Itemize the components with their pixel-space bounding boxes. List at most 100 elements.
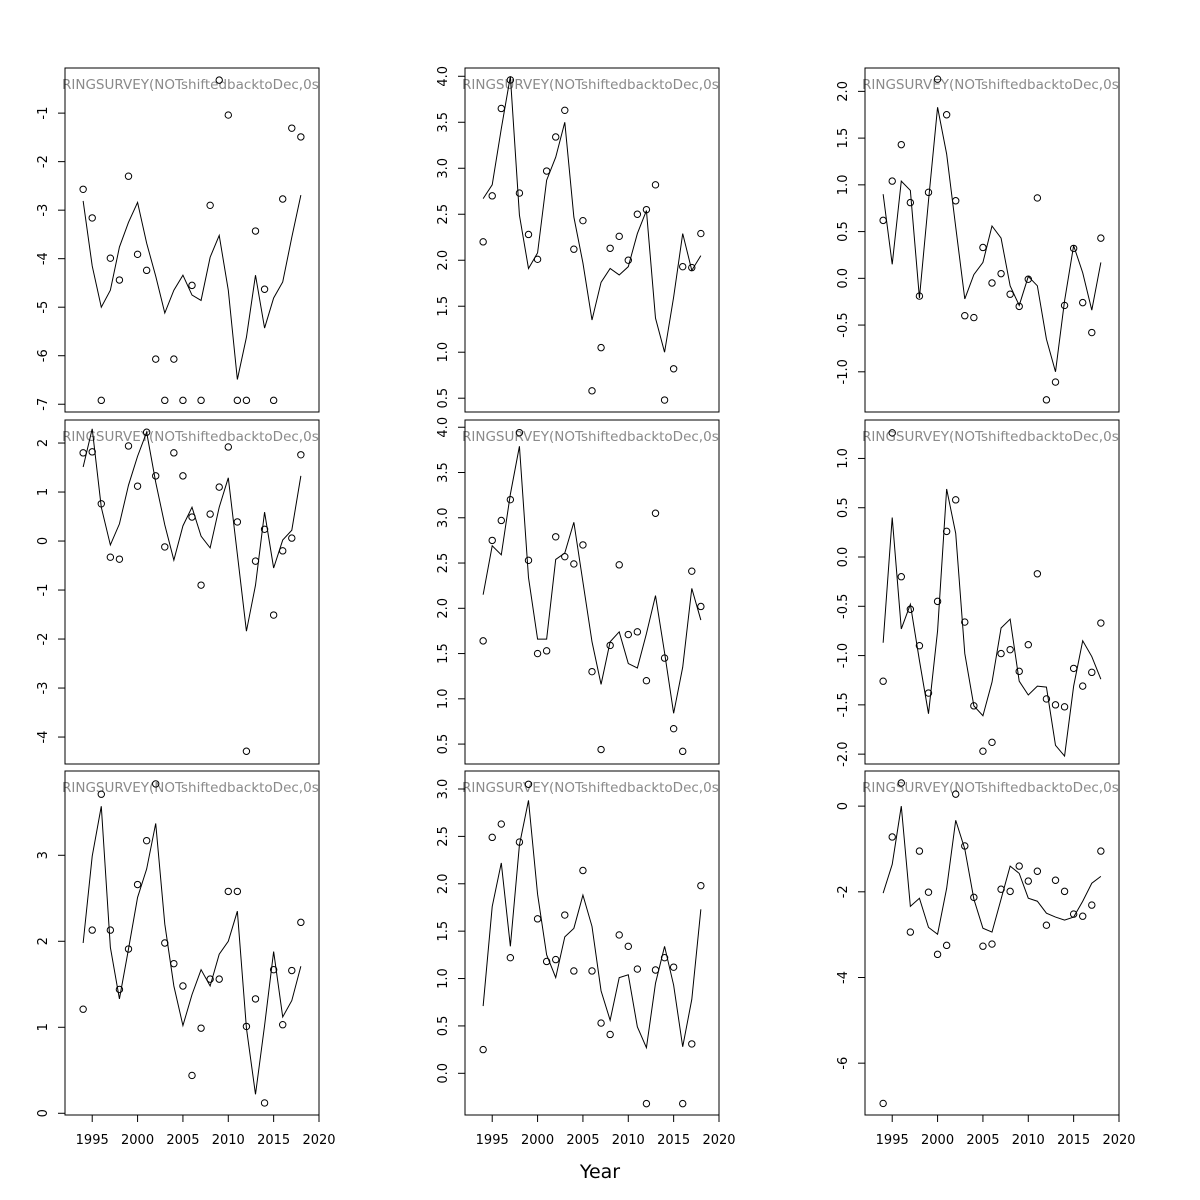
data-point [497, 820, 505, 828]
y-tick-label: 0.5 [836, 497, 851, 518]
data-point [942, 941, 951, 950]
data-point [124, 945, 133, 953]
data-point [215, 975, 223, 983]
data-point [233, 396, 242, 405]
data-point [179, 472, 187, 480]
data-point [570, 560, 578, 568]
data-point [961, 312, 969, 320]
data-point [970, 313, 978, 322]
data-point [597, 1019, 605, 1027]
data-point [606, 1030, 614, 1039]
y-tick-label: 1.0 [836, 175, 851, 196]
data-point [579, 866, 587, 875]
y-tick-label: 1.0 [836, 448, 851, 469]
y-tick-label: 2.5 [436, 553, 451, 574]
data-point [597, 343, 605, 352]
data-point [1006, 290, 1014, 298]
data-point [1015, 862, 1023, 870]
data-point [961, 618, 969, 626]
y-tick-label: 0.5 [836, 221, 851, 242]
data-point [1033, 867, 1042, 875]
data-point [979, 747, 987, 755]
y-tick-label: -0.5 [836, 594, 851, 619]
data-point [79, 449, 87, 457]
y-tick-label: 3.5 [436, 462, 451, 483]
panel: RINGSURVEY(NOTshiftedbacktoDec,0sa -7 -6 -5… [36, 67, 327, 413]
panel-title: RINGSURVEY(NOTshiftedbacktoDec,0sa [862, 780, 1127, 796]
fitted-line [482, 76, 702, 353]
y-tick-label: 0.0 [436, 1063, 451, 1084]
data-point [269, 965, 278, 974]
data-point [79, 1005, 87, 1013]
y-tick-label: 3.0 [436, 779, 451, 800]
x-tick-label: 2015 [1057, 1133, 1090, 1148]
panel: RINGSURVEY(NOTshiftedbacktoDec,0sa 0.5 1.0… [436, 417, 720, 765]
data-point [142, 836, 151, 845]
data-point [952, 197, 960, 205]
data-point [97, 790, 105, 798]
y-tick-label: 4.0 [436, 417, 451, 438]
data-point [170, 355, 178, 363]
data-point [251, 995, 260, 1003]
data-point [1097, 847, 1105, 855]
data-point [597, 745, 605, 754]
data-point [115, 276, 124, 284]
plot-frame [464, 770, 720, 1116]
y-tick-label: -3 [36, 204, 51, 217]
y-tick-label: -2 [36, 633, 51, 646]
x-tick-label: 2005 [966, 1133, 999, 1148]
data-point [524, 230, 533, 239]
data-point [206, 201, 214, 210]
panel: RINGSURVEY(NOTshiftedbacktoDec,0sa -1.0 -0… [836, 67, 1120, 413]
x-tick-label: 2020 [302, 1133, 335, 1148]
data-point [651, 181, 660, 189]
data-point [260, 285, 269, 293]
data-point [633, 210, 642, 218]
data-point [997, 269, 1005, 278]
data-point [524, 556, 533, 565]
x-tick-label: 2005 [166, 1133, 199, 1148]
data-point [142, 428, 151, 436]
data-point [988, 279, 996, 287]
y-tick-label: -7 [36, 398, 51, 411]
panel-title: RINGSURVEY(NOTshiftedbacktoDec,0sa [62, 429, 327, 445]
x-tick-label: 2020 [1102, 1133, 1135, 1148]
data-point [561, 911, 569, 919]
data-point [915, 847, 924, 855]
data-point [688, 567, 696, 575]
data-point [97, 396, 105, 405]
data-point [233, 518, 242, 526]
y-tick-label: -5 [36, 301, 51, 314]
panel: RINGSURVEY(NOTshiftedbacktoDec,0sa -6 -4 -2… [836, 770, 1136, 1148]
data-point [651, 509, 660, 517]
data-point [533, 915, 542, 923]
y-tick-label: -1.5 [836, 692, 851, 717]
x-tick-label: 1995 [76, 1133, 109, 1148]
data-point [279, 547, 287, 555]
panel-title: RINGSURVEY(NOTshiftedbacktoDec,0sa [62, 77, 327, 93]
data-point [224, 887, 232, 896]
data-point [133, 880, 142, 889]
fitted-line [82, 195, 302, 380]
data-point [552, 133, 560, 141]
data-point [1006, 645, 1014, 654]
x-tick-label: 2010 [212, 1133, 245, 1148]
y-tick-label: -2 [36, 155, 51, 168]
data-point [1006, 887, 1014, 896]
y-tick-label: -1.0 [836, 359, 851, 384]
data-point [933, 950, 942, 959]
data-point [133, 250, 142, 259]
y-tick-label: -6 [36, 349, 51, 362]
y-tick-label: 3.0 [436, 507, 451, 528]
y-tick-label: -0.5 [836, 312, 851, 337]
data-point [933, 75, 942, 83]
data-point [879, 677, 887, 685]
data-point [179, 396, 187, 405]
data-point [633, 965, 642, 973]
data-point [697, 229, 705, 238]
data-point [615, 232, 623, 241]
data-point [288, 534, 296, 542]
x-tick-label: 2005 [566, 1133, 599, 1148]
data-point [624, 942, 632, 951]
x-tick-label: 2000 [121, 1133, 154, 1148]
